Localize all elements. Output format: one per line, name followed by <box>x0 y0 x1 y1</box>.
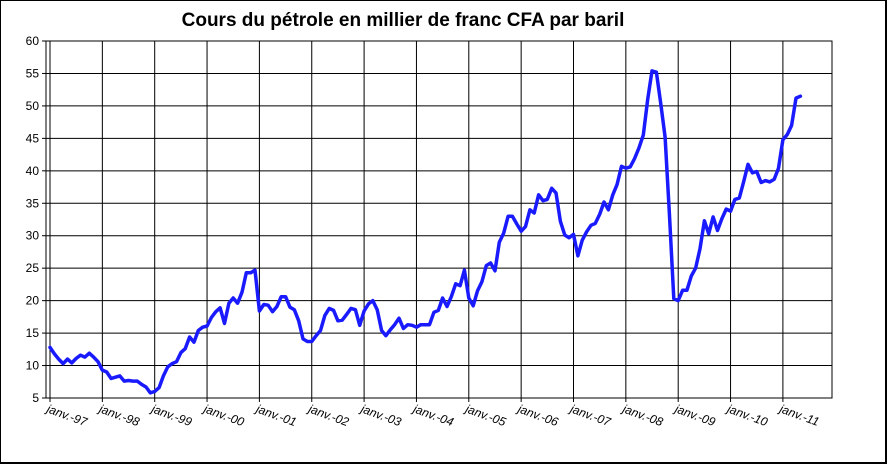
x-tick-label: janv.-98 <box>95 401 141 429</box>
y-tick-label: 15 <box>26 326 40 340</box>
y-tick-label: 55 <box>26 66 40 80</box>
x-tick-label: janv.-04 <box>410 401 456 429</box>
chart-title: Cours du pétrole en millier de franc CFA… <box>181 10 625 31</box>
x-tick-label: janv.-03 <box>357 401 403 429</box>
x-tick-label: janv.-99 <box>148 401 194 429</box>
y-tick-label: 30 <box>26 229 40 243</box>
y-tick-label: 45 <box>26 131 40 145</box>
x-tick-label: janv.-11 <box>776 401 821 429</box>
x-tick-label: janv.-09 <box>671 401 717 429</box>
series-line <box>48 69 803 395</box>
y-tick-label: 20 <box>26 294 40 308</box>
y-tick-label: 35 <box>26 196 40 210</box>
x-tick-label: janv.-06 <box>514 401 560 429</box>
x-tick-label: janv.-05 <box>462 401 508 429</box>
y-tick-label: 40 <box>26 164 40 178</box>
x-tick-label: janv.-01 <box>252 401 298 429</box>
y-tick-label: 5 <box>32 391 39 405</box>
y-axis-tick-labels: 5 10 15 20 25 30 35 40 45 50 55 60 <box>26 34 40 405</box>
y-tick-label: 50 <box>26 99 40 113</box>
y-tick-label: 60 <box>26 34 40 48</box>
x-tick-label: janv.-08 <box>619 401 665 429</box>
x-tick-label: janv.-10 <box>724 401 770 429</box>
x-tick-label: janv.-07 <box>567 401 614 430</box>
x-axis-tick-labels: janv.-97 janv.-98 janv.-99 janv.-00 janv.-01… <box>43 401 821 430</box>
y-tick-label: 25 <box>26 261 40 275</box>
x-tick-label: janv.-97 <box>43 401 90 430</box>
y-tick-label: 10 <box>26 359 40 373</box>
plot-area-border <box>45 40 833 399</box>
x-tick-label: janv.-02 <box>305 401 351 429</box>
series-group <box>48 69 803 395</box>
x-tick-label: janv.-00 <box>200 401 246 429</box>
